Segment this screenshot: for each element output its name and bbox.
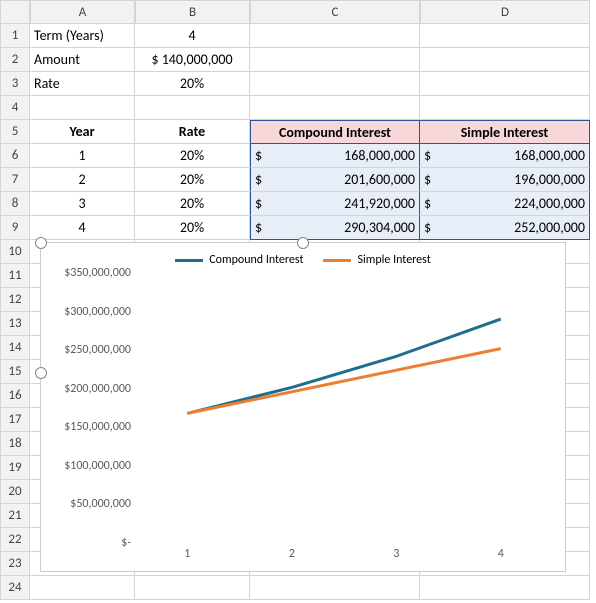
y-axis-label: $150,000,000 — [41, 420, 131, 434]
y-axis-label: $300,000,000 — [41, 305, 131, 319]
empty-cell[interactable] — [420, 72, 590, 96]
legend-line-compound — [175, 259, 203, 262]
param-value[interactable]: 20% — [135, 72, 250, 96]
y-axis-label: $200,000,000 — [41, 382, 131, 396]
row-header[interactable]: 24 — [0, 576, 30, 600]
x-axis-label: 1 — [184, 547, 190, 561]
row-header[interactable]: 19 — [0, 456, 30, 480]
y-axis-label: $- — [41, 536, 131, 550]
param-label[interactable]: Term (Years) — [30, 24, 135, 48]
empty-cell[interactable] — [420, 48, 590, 72]
year-cell[interactable]: 4 — [30, 216, 135, 240]
param-value[interactable]: 4 — [135, 24, 250, 48]
empty-cell[interactable] — [250, 24, 420, 48]
year-cell[interactable]: 1 — [30, 144, 135, 168]
simple-cell[interactable]: $252,000,000 — [420, 216, 590, 240]
simple-cell[interactable]: $224,000,000 — [420, 192, 590, 216]
legend-label: Simple Interest — [357, 253, 430, 267]
column-header[interactable]: B — [135, 0, 250, 24]
table-header-year[interactable]: Year — [30, 120, 135, 144]
empty-cell[interactable] — [420, 24, 590, 48]
compound-cell[interactable]: $290,304,000 — [250, 216, 420, 240]
empty-cell[interactable] — [250, 96, 420, 120]
empty-cell[interactable] — [30, 576, 135, 600]
compound-cell[interactable]: $201,600,000 — [250, 168, 420, 192]
chart-plot-area: $-$50,000,000$100,000,000$150,000,000$20… — [135, 273, 553, 543]
rate-cell[interactable]: 20% — [135, 168, 250, 192]
rate-cell[interactable]: 20% — [135, 216, 250, 240]
column-header[interactable]: C — [250, 0, 420, 24]
row-header[interactable]: 11 — [0, 264, 30, 288]
chart-selection-handle[interactable] — [35, 367, 47, 379]
empty-cell[interactable] — [250, 576, 420, 600]
table-header-simple[interactable]: Simple Interest — [420, 120, 590, 144]
compound-cell[interactable]: $168,000,000 — [250, 144, 420, 168]
row-header[interactable]: 10 — [0, 240, 30, 264]
chart-selection-handle[interactable] — [297, 237, 309, 249]
row-header[interactable]: 8 — [0, 192, 30, 216]
empty-cell[interactable] — [135, 96, 250, 120]
row-header[interactable]: 12 — [0, 288, 30, 312]
empty-cell[interactable] — [250, 48, 420, 72]
column-header[interactable]: D — [420, 0, 590, 24]
rate-cell[interactable]: 20% — [135, 192, 250, 216]
empty-cell[interactable] — [250, 72, 420, 96]
y-axis-label: $250,000,000 — [41, 343, 131, 357]
x-axis-label: 4 — [498, 547, 504, 561]
x-axis-label: 3 — [393, 547, 399, 561]
legend-line-simple — [323, 259, 351, 262]
chart-lines — [135, 273, 553, 543]
param-value[interactable]: $ 140,000,000 — [135, 48, 250, 72]
empty-cell[interactable] — [420, 96, 590, 120]
y-axis-label: $100,000,000 — [41, 459, 131, 473]
empty-cell[interactable] — [420, 576, 590, 600]
row-header[interactable]: 5 — [0, 120, 30, 144]
y-axis-label: $350,000,000 — [41, 266, 131, 280]
row-header[interactable]: 4 — [0, 96, 30, 120]
row-header[interactable]: 22 — [0, 528, 30, 552]
row-header[interactable]: 21 — [0, 504, 30, 528]
corner-cell[interactable] — [0, 0, 30, 24]
table-header-compound[interactable]: Compound Interest — [250, 120, 420, 144]
row-header[interactable]: 6 — [0, 144, 30, 168]
x-axis-label: 2 — [289, 547, 295, 561]
row-header[interactable]: 14 — [0, 336, 30, 360]
row-header[interactable]: 3 — [0, 72, 30, 96]
row-header[interactable]: 7 — [0, 168, 30, 192]
row-header[interactable]: 18 — [0, 432, 30, 456]
y-axis-label: $50,000,000 — [41, 497, 131, 511]
row-header[interactable]: 9 — [0, 216, 30, 240]
row-header[interactable]: 16 — [0, 384, 30, 408]
legend-label: Compound Interest — [209, 253, 303, 267]
rate-cell[interactable]: 20% — [135, 144, 250, 168]
year-cell[interactable]: 2 — [30, 168, 135, 192]
year-cell[interactable]: 3 — [30, 192, 135, 216]
simple-cell[interactable]: $196,000,000 — [420, 168, 590, 192]
row-header[interactable]: 20 — [0, 480, 30, 504]
row-header[interactable]: 15 — [0, 360, 30, 384]
empty-cell[interactable] — [135, 576, 250, 600]
compound-cell[interactable]: $241,920,000 — [250, 192, 420, 216]
row-header[interactable]: 2 — [0, 48, 30, 72]
simple-cell[interactable]: $168,000,000 — [420, 144, 590, 168]
line-chart[interactable]: Compound Interest Simple Interest $-$50,… — [40, 242, 566, 572]
param-label[interactable]: Amount — [30, 48, 135, 72]
param-label[interactable]: Rate — [30, 72, 135, 96]
table-header-rate[interactable]: Rate — [135, 120, 250, 144]
empty-cell[interactable] — [30, 96, 135, 120]
row-header[interactable]: 13 — [0, 312, 30, 336]
column-header[interactable]: A — [30, 0, 135, 24]
row-header[interactable]: 1 — [0, 24, 30, 48]
chart-selection-handle[interactable] — [35, 237, 47, 249]
row-header[interactable]: 17 — [0, 408, 30, 432]
row-header[interactable]: 23 — [0, 552, 30, 576]
